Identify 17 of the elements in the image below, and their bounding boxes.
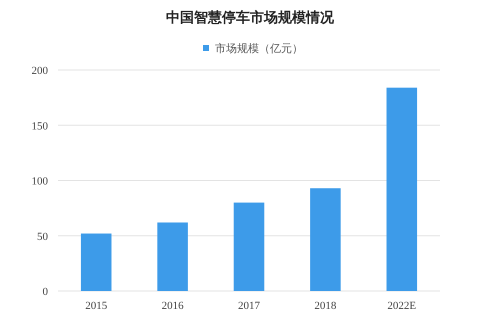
bar (234, 202, 264, 291)
y-tick-label: 150 (32, 120, 48, 132)
legend-label: 市场规模（亿元） (215, 42, 303, 55)
x-tick-label: 2015 (85, 300, 108, 312)
chart-title: 中国智慧停车市场规模情况 (166, 9, 335, 25)
y-tick-label: 50 (37, 230, 48, 243)
y-tick-label: 200 (32, 65, 48, 77)
bar (80, 234, 112, 291)
x-tick-label: 2017 (238, 300, 260, 312)
x-tick-label: 2022E (387, 300, 416, 312)
bar (157, 222, 188, 291)
y-tick-label: 100 (32, 176, 48, 188)
y-tick-label: 0 (42, 286, 48, 298)
bar (386, 88, 418, 291)
bar (310, 188, 341, 291)
x-tick-label: 2018 (314, 300, 337, 312)
x-tick-label: 2016 (162, 300, 184, 312)
